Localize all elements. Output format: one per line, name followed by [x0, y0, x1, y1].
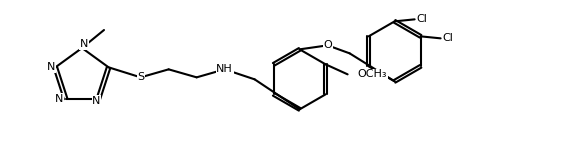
Text: O: O [323, 40, 332, 50]
Text: N: N [92, 96, 101, 106]
Text: S: S [137, 72, 144, 82]
Text: N: N [80, 39, 88, 49]
Text: N: N [55, 94, 64, 104]
Text: Cl: Cl [417, 14, 428, 24]
Text: NH: NH [216, 64, 233, 74]
Text: OCH₃: OCH₃ [358, 69, 387, 79]
Text: N: N [47, 62, 56, 72]
Text: Cl: Cl [442, 33, 453, 43]
